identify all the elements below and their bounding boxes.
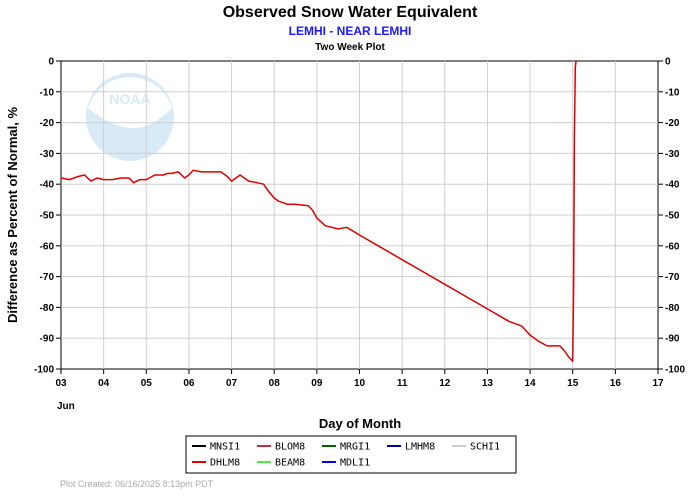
x-tick-label: 05 [141,378,153,389]
y-tick-left-label: -100 [34,365,54,376]
x-tick-label: 11 [397,378,408,389]
x-axis-label: Day of Month [319,416,401,431]
chart-subtitle: LEMHI - NEAR LEMHI [289,24,412,38]
x-tick-label: 17 [652,378,664,389]
legend: MNSI1 BLOM8 MRGI1 LMHM8 SCHI1 DHLM8 BEAM8 MDLI1 [192,442,500,469]
noaa-logo: NOAA [86,73,174,161]
y-tick-right-label: -20 [665,118,680,129]
chart-title: Observed Snow Water Equivalent [223,4,478,21]
y-tick-left-label: -60 [40,241,55,252]
y-tick-right-label: -90 [665,334,680,345]
legend-item-blom8: BLOM8 [257,442,305,453]
x-tick-label: 15 [567,378,579,389]
x-tick-label: 13 [482,378,494,389]
chart-subtitle-period: Two Week Plot [315,42,385,53]
x-tick-label: 04 [98,378,110,389]
series-layer [60,60,577,363]
logo-circle [86,73,174,161]
y-axis-right-ticks: 0 -10 -20 -30 -40 -50 -60 -70 -80 -90 -100 [658,57,685,376]
x-tick-label: 09 [311,378,323,389]
legend-item-lmhm8: LMHM8 [387,442,435,453]
plot-created-footer: Plot Created: 06/16/2025 8:13pm PDT [60,479,214,489]
y-tick-left-label: -80 [40,303,55,314]
y-tick-right-label: -40 [665,180,680,191]
y-tick-left-label: 0 [48,57,54,68]
grid [61,61,658,369]
y-tick-left-label: -70 [40,272,55,283]
legend-item-mdli1: MDLI1 [322,458,370,469]
legend-item-beam8: BEAM8 [257,458,305,469]
legend-label: MNSI1 [210,442,240,453]
legend-item-schi1: SCHI1 [452,442,500,453]
y-tick-right-label: -100 [665,365,685,376]
x-tick-label: 08 [269,378,281,389]
x-tick-label: 07 [226,378,238,389]
y-tick-right-label: -10 [665,87,680,98]
x-tick-label: 03 [55,378,67,389]
legend-item-mnsi1: MNSI1 [192,442,240,453]
legend-label: DHLM8 [210,458,240,469]
legend-label: LMHM8 [405,442,435,453]
x-axis-ticks: 03 04 05 06 07 08 09 10 11 12 13 14 15 16 17 [55,369,664,389]
y-tick-right-label: -50 [665,211,680,222]
y-tick-left-label: -20 [40,118,55,129]
x-tick-label: 06 [183,378,195,389]
y-tick-right-label: -80 [665,303,680,314]
y-tick-left-label: -90 [40,334,55,345]
legend-box [185,435,517,474]
x-month-label: Jun [57,401,75,412]
legend-label: BEAM8 [275,458,305,469]
y-tick-right-label: 0 [665,57,671,68]
y-tick-right-label: -70 [665,272,680,283]
logo-text: NOAA [109,91,150,107]
y-tick-left-label: -30 [40,149,55,160]
y-axis-left-ticks: 0 -10 -20 -30 -40 -50 -60 -70 -80 -90 -100 [34,57,61,376]
legend-label: MRGI1 [340,442,370,453]
y-tick-right-label: -60 [665,241,680,252]
legend-label: SCHI1 [470,442,500,453]
y-tick-left-label: -10 [40,87,55,98]
y-tick-left-label: -50 [40,211,55,222]
logo-white-wave [88,77,172,129]
y-axis-label: Difference as Percent of Normal, % [5,107,20,323]
legend-label: BLOM8 [275,442,305,453]
legend-label: MDLI1 [340,458,370,469]
x-tick-label: 12 [439,378,451,389]
x-tick-label: 14 [525,378,537,389]
series-line-dhlm8 [60,60,577,363]
x-tick-label: 16 [610,378,622,389]
y-tick-right-label: -30 [665,149,680,160]
x-tick-label: 10 [354,378,366,389]
legend-item-dhlm8: DHLM8 [192,458,240,469]
y-tick-left-label: -40 [40,180,55,191]
legend-item-mrgi1: MRGI1 [322,442,370,453]
